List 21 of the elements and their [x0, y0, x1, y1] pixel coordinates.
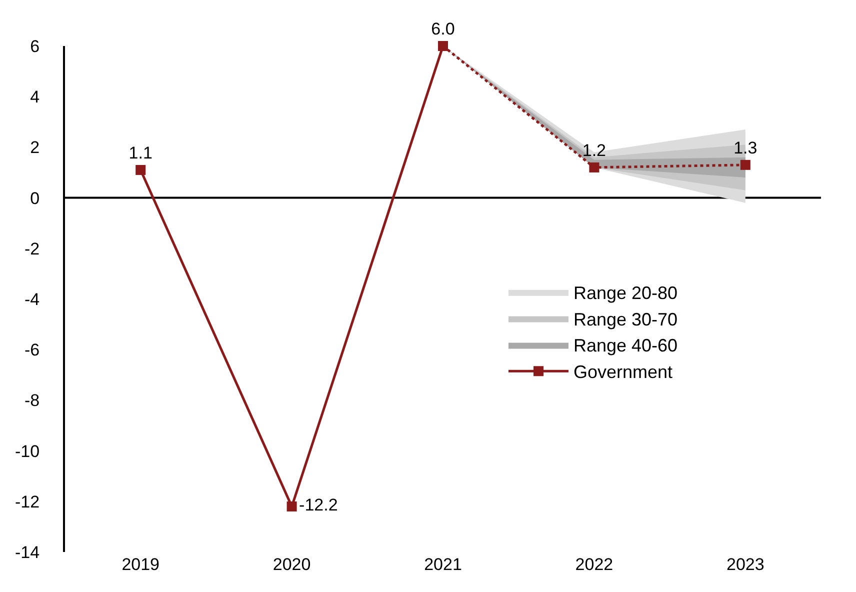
x-tick-label: 2019 — [122, 555, 160, 574]
legend-label: Range 40-60 — [573, 336, 678, 356]
y-tick-label: -14 — [15, 542, 40, 562]
y-tick-label: 6 — [30, 36, 40, 56]
y-tick-label: -12 — [15, 492, 40, 512]
y-tick-label: 2 — [30, 138, 40, 158]
x-tick-label: 2020 — [272, 555, 311, 574]
y-tick-label: 4 — [30, 88, 40, 107]
legend-label: Range 20-80 — [573, 282, 678, 303]
data-label: 6.0 — [431, 20, 455, 38]
y-tick-label: -8 — [24, 391, 40, 410]
legend-label: Range 30-70 — [573, 309, 678, 330]
x-tick-label: 2023 — [726, 555, 764, 574]
y-tick-label: 0 — [30, 188, 40, 208]
x-tick-label: 2021 — [424, 555, 462, 574]
y-tick-label: -10 — [15, 442, 40, 461]
y-tick-label: -6 — [24, 340, 40, 360]
y-tick-label: -4 — [24, 290, 40, 309]
y-tick-label: -2 — [24, 239, 40, 258]
legend-label: Government — [573, 362, 673, 382]
x-tick-label: 2022 — [575, 555, 614, 574]
